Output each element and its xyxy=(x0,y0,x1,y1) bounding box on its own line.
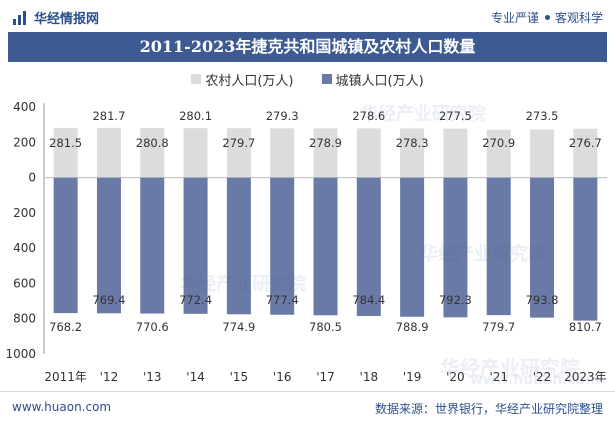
data-label-rural: 281.5 xyxy=(49,136,82,150)
dot-icon xyxy=(544,15,550,20)
legend: 农村人口(万人) 城镇人口(万人) xyxy=(0,70,615,89)
legend-label-urban: 城镇人口(万人) xyxy=(335,73,424,89)
bar-rural xyxy=(270,128,295,178)
slogan-left: 专业严谨 xyxy=(490,11,539,25)
logo-icon xyxy=(13,10,26,25)
x-tick-label: '18 xyxy=(360,370,379,384)
data-label-rural: 278.3 xyxy=(396,136,429,150)
bar-urban xyxy=(226,177,251,315)
data-label-urban: 769.4 xyxy=(92,293,125,307)
data-label-rural: 278.9 xyxy=(309,136,342,150)
bar-rural xyxy=(573,128,598,178)
data-label-rural: 278.6 xyxy=(352,109,385,123)
slogan: 专业严谨 客观科学 xyxy=(491,9,603,26)
bar-rural xyxy=(356,128,381,178)
x-tick-label: '20 xyxy=(446,370,465,384)
data-label-urban: 810.7 xyxy=(569,320,602,334)
bar-urban xyxy=(486,177,511,316)
bar-urban xyxy=(270,177,295,315)
data-label-urban: 768.2 xyxy=(49,320,82,334)
footer: www.huaon.com 数据来源：世界银行，华经产业研究院整理 xyxy=(0,391,615,428)
data-label-rural: 279.3 xyxy=(266,109,299,123)
site-name: 华经情报网 xyxy=(34,12,100,27)
data-label-urban: 779.7 xyxy=(482,320,515,334)
data-label-rural: 277.5 xyxy=(439,109,472,123)
data-label-rural: 276.7 xyxy=(569,136,602,150)
data-label-urban: 770.6 xyxy=(136,320,169,334)
bar-rural xyxy=(53,127,78,178)
y-tick-label: 1000 xyxy=(5,347,36,361)
legend-item-urban: 城镇人口(万人) xyxy=(321,70,424,89)
legend-item-rural: 农村人口(万人) xyxy=(191,70,294,89)
data-label-rural: 280.1 xyxy=(179,109,212,123)
bar-rural xyxy=(530,129,555,178)
bar-rural xyxy=(226,128,251,178)
footer-url[interactable]: www.huaon.com xyxy=(12,400,112,414)
x-tick-label: 2011年 xyxy=(44,370,87,384)
data-label-urban: 784.4 xyxy=(352,293,385,307)
legend-label-rural: 农村人口(万人) xyxy=(205,73,294,89)
bar-urban xyxy=(96,177,121,314)
bar-rural xyxy=(183,128,208,178)
legend-swatch-urban xyxy=(321,74,332,84)
bar-rural xyxy=(313,128,338,178)
footer-source: 数据来源：世界银行，华经产业研究院整理 xyxy=(374,402,603,416)
y-tick-label: 800 xyxy=(13,312,36,326)
bar-urban xyxy=(530,177,555,318)
bar-urban xyxy=(53,177,78,314)
x-tick-label: '16 xyxy=(273,370,292,384)
x-tick-label: 2023年 xyxy=(564,370,607,384)
y-tick-label: 400 xyxy=(13,100,36,114)
bar-urban xyxy=(183,177,208,314)
data-label-urban: 793.8 xyxy=(526,293,559,307)
x-tick-label: '14 xyxy=(186,370,205,384)
x-tick-label: '22 xyxy=(533,370,552,384)
bar-urban xyxy=(443,177,468,318)
bar-urban xyxy=(356,177,381,316)
x-tick-label: '21 xyxy=(489,370,508,384)
legend-swatch-rural xyxy=(191,74,202,84)
bar-rural xyxy=(96,127,121,178)
bar-urban xyxy=(400,177,425,317)
chart-title: 2011-2023年捷克共和国城镇及农村人口数量 xyxy=(8,32,607,62)
slogan-right: 客观科学 xyxy=(554,11,603,25)
data-label-rural: 280.8 xyxy=(136,136,169,150)
x-tick-label: '13 xyxy=(143,370,162,384)
y-tick-label: 600 xyxy=(13,276,36,290)
bar-urban xyxy=(313,177,338,316)
x-tick-label: '15 xyxy=(230,370,249,384)
y-tick-label: 200 xyxy=(13,206,36,220)
data-label-rural: 270.9 xyxy=(482,136,515,150)
x-tick-label: '17 xyxy=(316,370,335,384)
x-tick-label: '12 xyxy=(100,370,119,384)
data-label-urban: 780.5 xyxy=(309,320,342,334)
bar-urban xyxy=(140,177,165,314)
data-label-rural: 279.7 xyxy=(222,136,255,150)
data-label-urban: 788.9 xyxy=(396,320,429,334)
data-label-rural: 281.7 xyxy=(92,109,125,123)
data-label-urban: 774.9 xyxy=(222,320,255,334)
bar-rural xyxy=(486,129,511,178)
y-tick-label: 400 xyxy=(13,241,36,255)
data-label-rural: 273.5 xyxy=(526,109,559,123)
bar-urban xyxy=(573,177,598,321)
top-bar: 华经情报网 专业严谨 客观科学 xyxy=(0,0,615,34)
x-tick-label: '19 xyxy=(403,370,422,384)
bar-rural xyxy=(443,128,468,178)
y-tick-label: 0 xyxy=(28,171,36,185)
data-label-urban: 792.3 xyxy=(439,293,472,307)
bar-rural xyxy=(400,128,425,178)
brand[interactable]: 华经情报网 xyxy=(12,8,99,27)
y-tick-label: 200 xyxy=(13,135,36,149)
bar-rural xyxy=(140,128,165,178)
data-label-urban: 772.4 xyxy=(179,293,212,307)
data-label-urban: 777.4 xyxy=(266,293,299,307)
